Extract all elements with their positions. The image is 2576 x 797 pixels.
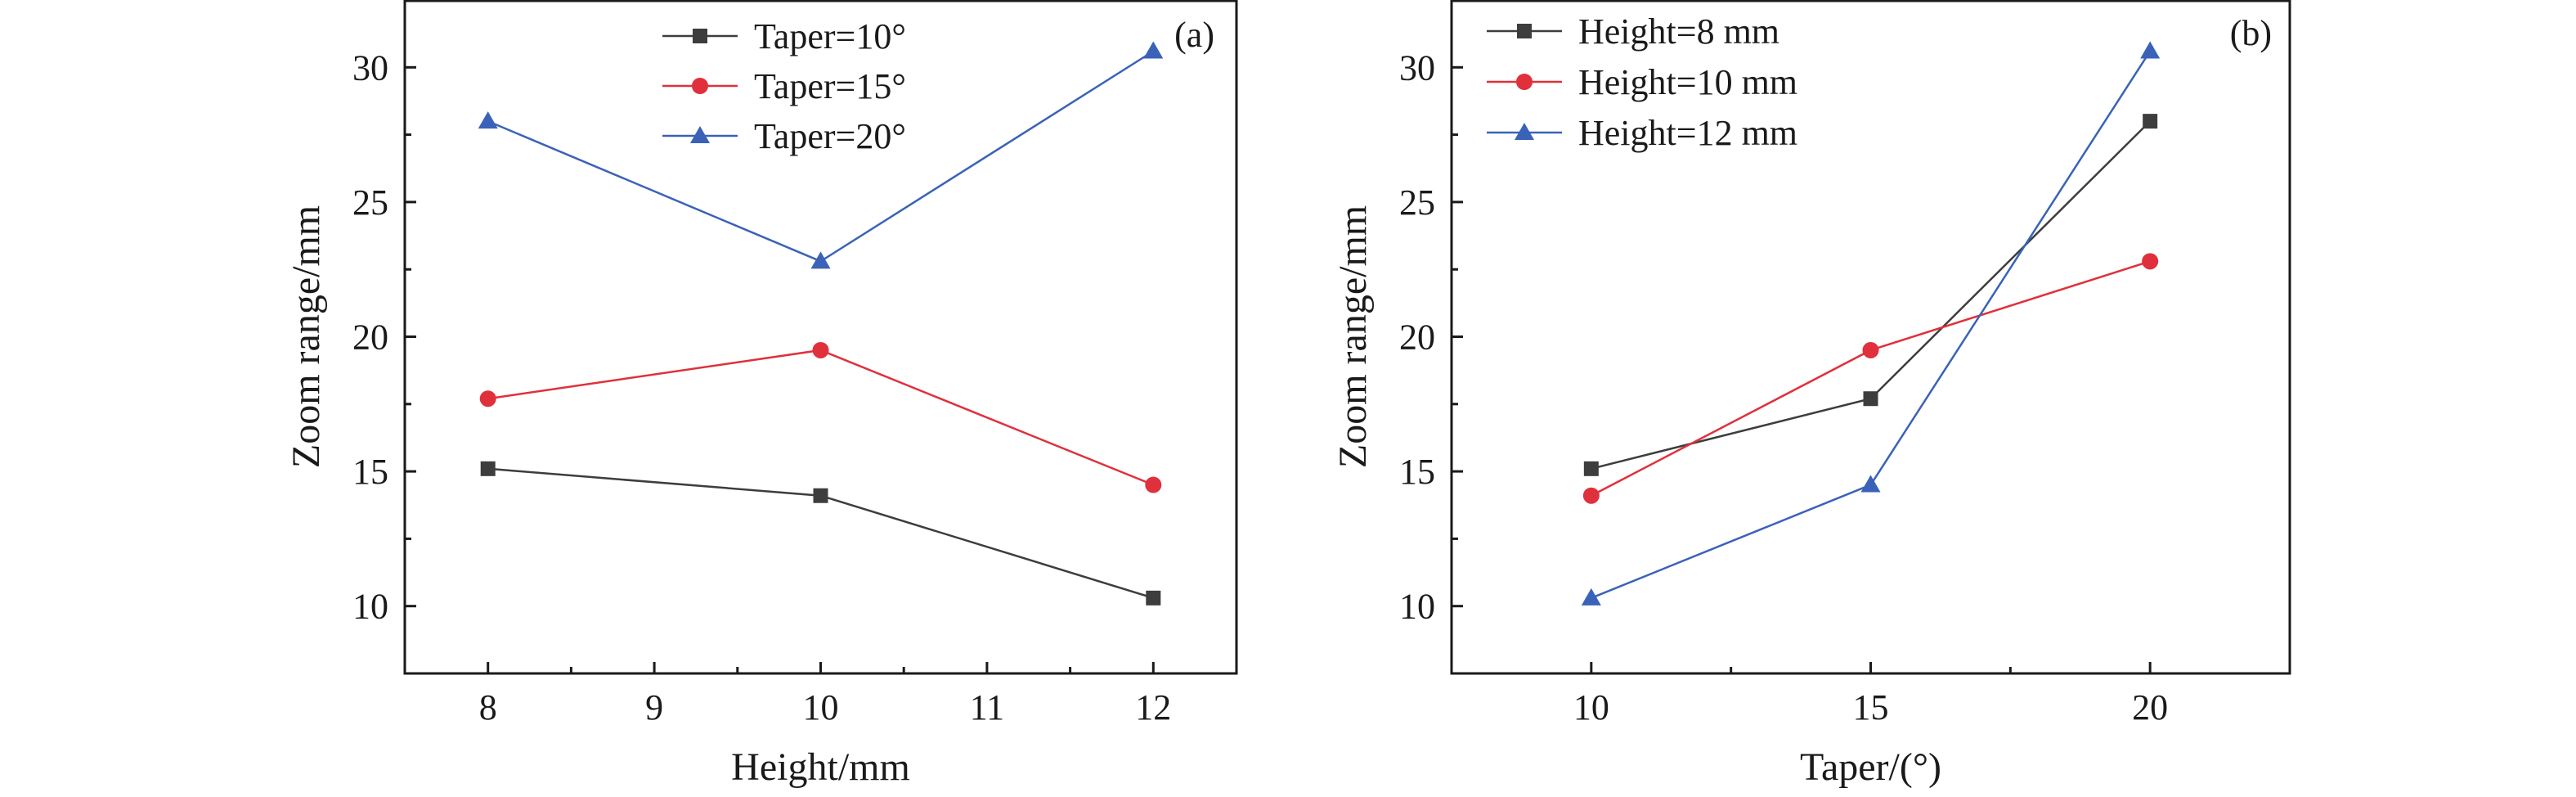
data-point xyxy=(1582,487,1600,504)
series-line xyxy=(1591,260,2151,497)
data-point xyxy=(810,251,831,269)
legend-label: Taper=15° xyxy=(754,66,906,106)
chart-panel-a: 10 15 20 25 30 8 9 10 11 12 Height/mm Zoom range/mm… xyxy=(285,0,1238,789)
y-axis-title: Zoom range/mm xyxy=(1331,205,1375,468)
data-point xyxy=(1581,588,1601,606)
y-tick-label: 15 xyxy=(352,452,388,492)
legend-label: Height=10 mm xyxy=(1578,62,1797,102)
y-tick-label: 20 xyxy=(1399,317,1435,358)
legend-marker xyxy=(690,126,710,143)
legend: Height=8 mm Height=10 mm Height=12 mm xyxy=(1487,11,1797,153)
series-2 xyxy=(479,341,1162,493)
data-point xyxy=(1145,476,1162,493)
series-2 xyxy=(1582,253,2159,504)
y-tick-label: 30 xyxy=(1399,47,1435,88)
data-point xyxy=(1143,41,1164,59)
plot-frame xyxy=(1450,0,2291,675)
y-tick-label: 20 xyxy=(352,317,388,358)
y-tick-label: 25 xyxy=(352,182,388,223)
legend: Taper=10° Taper=15° Taper=20° xyxy=(662,16,906,156)
x-tick-label: 11 xyxy=(970,687,1004,727)
series-1 xyxy=(1583,114,2158,476)
series-3 xyxy=(478,41,1164,269)
y-tick-label: 15 xyxy=(1399,452,1435,492)
legend-label: Taper=10° xyxy=(754,16,906,56)
panel-label: (a) xyxy=(1174,15,1214,55)
panel-label: (b) xyxy=(2230,13,2272,53)
x-tick-label: 20 xyxy=(2132,687,2168,727)
chart-panel-b: 10 15 20 25 30 10 15 20 Taper/(°) Zoom range/mm (b… xyxy=(1331,0,2291,789)
legend-marker xyxy=(693,29,707,43)
y-axis-title: Zoom range/mm xyxy=(285,205,328,468)
data-point xyxy=(2142,253,2159,270)
x-tick-label: 9 xyxy=(645,687,663,727)
y-tick-label: 10 xyxy=(352,587,388,627)
y-tick-label: 25 xyxy=(1399,182,1435,223)
x-tick-label: 10 xyxy=(803,687,839,727)
x-tick-label: 8 xyxy=(479,687,497,727)
series-line xyxy=(487,467,1154,600)
data-point xyxy=(1860,475,1881,493)
data-point xyxy=(1146,590,1161,606)
legend-label: Height=12 mm xyxy=(1578,113,1797,153)
data-point xyxy=(1863,391,1878,407)
legend-label: Height=8 mm xyxy=(1578,11,1779,52)
data-point xyxy=(479,390,496,408)
series-line xyxy=(1591,120,2152,471)
legend-marker xyxy=(1517,24,1532,38)
data-point xyxy=(2140,41,2161,59)
data-point xyxy=(813,488,828,503)
data-point xyxy=(1583,461,1599,476)
series-1 xyxy=(480,461,1161,606)
y-tick-label: 10 xyxy=(1399,587,1435,627)
data-point xyxy=(480,461,496,476)
x-tick-label: 10 xyxy=(1573,687,1609,727)
legend-marker xyxy=(1515,123,1534,140)
data-point xyxy=(812,341,829,358)
legend-label: Taper=20° xyxy=(754,116,906,156)
data-point xyxy=(2143,114,2158,129)
x-axis-title: Taper/(°) xyxy=(1800,745,1941,789)
x-axis-title: Height/mm xyxy=(731,745,910,789)
series-3 xyxy=(1581,41,2161,606)
legend-marker xyxy=(692,78,708,94)
legend-marker xyxy=(1516,74,1533,90)
y-tick-label: 30 xyxy=(352,47,388,88)
data-point xyxy=(478,111,498,129)
x-tick-label: 12 xyxy=(1135,687,1171,727)
series-line xyxy=(487,349,1154,486)
x-tick-label: 15 xyxy=(1853,687,1889,727)
data-point xyxy=(1862,341,1879,358)
